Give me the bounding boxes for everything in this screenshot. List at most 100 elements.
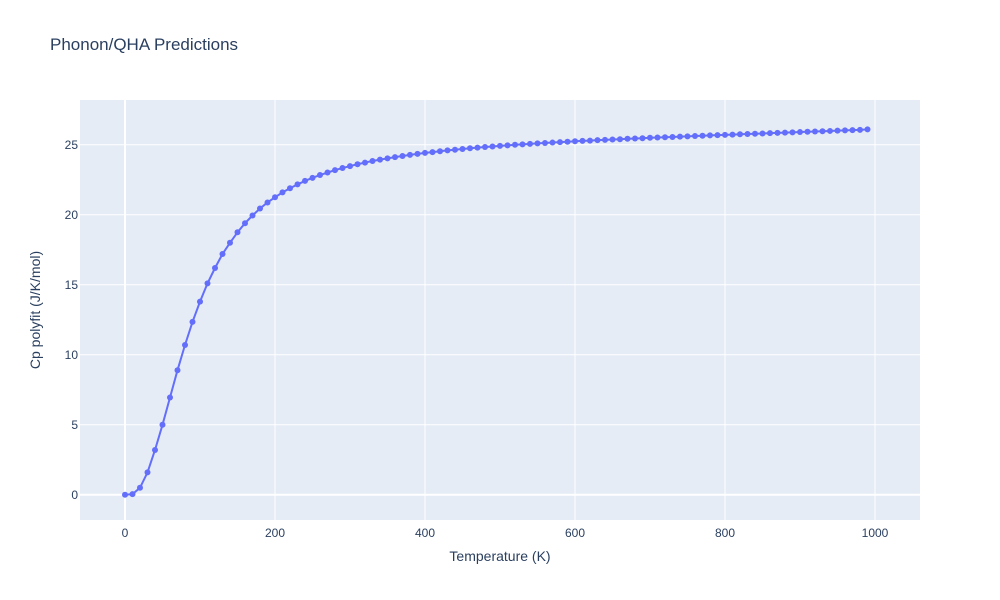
data-point[interactable]: [594, 137, 601, 144]
data-point[interactable]: [279, 189, 286, 196]
data-point[interactable]: [437, 148, 443, 155]
data-point[interactable]: [227, 239, 233, 246]
data-point[interactable]: [392, 154, 398, 161]
data-point[interactable]: [662, 134, 668, 141]
data-point[interactable]: [669, 133, 676, 140]
data-point[interactable]: [797, 129, 803, 136]
data-point[interactable]: [714, 132, 721, 139]
data-point[interactable]: [564, 138, 571, 145]
data-point[interactable]: [722, 131, 728, 138]
data-point[interactable]: [317, 172, 323, 179]
data-point[interactable]: [249, 212, 256, 219]
data-point[interactable]: [369, 158, 376, 165]
data-point[interactable]: [549, 139, 556, 146]
data-point[interactable]: [572, 138, 578, 145]
data-point[interactable]: [857, 126, 863, 133]
data-point[interactable]: [737, 131, 743, 138]
data-point[interactable]: [692, 132, 698, 139]
data-point[interactable]: [204, 280, 211, 287]
data-point[interactable]: [257, 205, 263, 212]
data-point[interactable]: [609, 136, 616, 143]
data-point[interactable]: [444, 147, 451, 154]
data-point[interactable]: [302, 177, 308, 184]
data-point[interactable]: [489, 143, 496, 150]
data-point[interactable]: [519, 141, 526, 148]
data-point[interactable]: [467, 145, 473, 152]
data-point[interactable]: [452, 146, 458, 153]
data-point[interactable]: [347, 163, 353, 170]
data-point[interactable]: [699, 132, 706, 139]
data-point[interactable]: [624, 135, 631, 142]
data-point[interactable]: [362, 159, 368, 166]
data-point[interactable]: [174, 367, 181, 374]
data-point[interactable]: [647, 134, 653, 141]
data-point[interactable]: [707, 132, 713, 139]
data-point[interactable]: [197, 298, 203, 305]
data-point[interactable]: [819, 128, 826, 135]
data-point[interactable]: [422, 149, 428, 156]
data-point[interactable]: [512, 141, 518, 148]
data-point[interactable]: [414, 150, 421, 157]
data-point[interactable]: [557, 139, 563, 146]
data-point[interactable]: [587, 137, 593, 144]
data-point[interactable]: [429, 149, 436, 156]
data-point[interactable]: [527, 140, 533, 147]
data-point[interactable]: [384, 155, 391, 162]
data-point[interactable]: [287, 185, 293, 192]
data-point[interactable]: [827, 127, 833, 134]
data-point[interactable]: [482, 144, 488, 151]
data-point[interactable]: [189, 318, 196, 325]
data-point[interactable]: [354, 161, 361, 168]
data-point[interactable]: [729, 131, 736, 138]
data-point[interactable]: [767, 130, 773, 137]
data-point[interactable]: [182, 342, 188, 348]
data-point[interactable]: [242, 220, 248, 227]
data-point[interactable]: [459, 146, 466, 152]
data-point[interactable]: [849, 127, 856, 134]
data-point[interactable]: [332, 167, 338, 174]
data-point[interactable]: [234, 229, 241, 236]
data-point[interactable]: [752, 130, 758, 137]
data-point[interactable]: [159, 421, 166, 428]
data-point[interactable]: [407, 151, 413, 158]
data-point[interactable]: [309, 174, 316, 181]
data-point[interactable]: [789, 129, 796, 136]
data-point[interactable]: [129, 491, 136, 498]
data-point[interactable]: [639, 135, 646, 142]
data-point[interactable]: [504, 142, 511, 149]
data-point[interactable]: [534, 140, 541, 147]
data-point[interactable]: [399, 153, 406, 159]
data-point[interactable]: [864, 126, 871, 133]
data-point[interactable]: [474, 144, 481, 151]
data-point[interactable]: [804, 128, 811, 135]
data-point[interactable]: [834, 127, 841, 134]
data-point[interactable]: [167, 394, 173, 401]
data-point[interactable]: [744, 131, 751, 138]
data-point[interactable]: [812, 128, 818, 135]
data-point[interactable]: [152, 447, 158, 453]
data-point[interactable]: [497, 142, 503, 149]
data-point[interactable]: [759, 130, 766, 137]
data-point[interactable]: [294, 181, 301, 188]
data-point[interactable]: [264, 199, 271, 206]
data-point[interactable]: [774, 129, 781, 136]
data-point[interactable]: [137, 484, 143, 491]
data-point[interactable]: [272, 194, 278, 201]
data-point[interactable]: [632, 135, 638, 142]
data-point[interactable]: [324, 169, 331, 176]
data-point[interactable]: [677, 133, 683, 140]
data-point[interactable]: [654, 134, 661, 141]
data-point[interactable]: [602, 136, 608, 143]
data-point[interactable]: [579, 137, 586, 144]
data-point[interactable]: [842, 127, 848, 134]
data-point[interactable]: [377, 156, 383, 163]
data-point[interactable]: [542, 139, 548, 146]
data-point[interactable]: [339, 165, 346, 172]
data-point[interactable]: [219, 251, 226, 257]
data-point[interactable]: [782, 129, 788, 136]
data-point[interactable]: [617, 136, 623, 143]
data-point[interactable]: [212, 265, 218, 271]
data-point[interactable]: [684, 133, 691, 140]
data-point[interactable]: [122, 491, 128, 498]
data-point[interactable]: [144, 469, 151, 476]
